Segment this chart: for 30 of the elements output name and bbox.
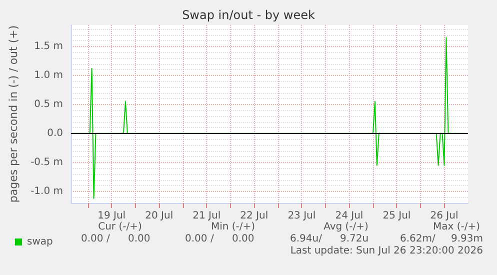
text: Max (-/+) [432, 222, 480, 232]
legend-label: swap [27, 236, 53, 248]
x-tick-label: 21 Jul [192, 210, 221, 222]
x-tick-label: 19 Jul [98, 210, 126, 222]
text: 0.00 [128, 234, 150, 244]
text: 0.00 [232, 234, 254, 244]
text: Cur (-/+) [98, 222, 142, 232]
text: Min (-/+) [210, 222, 256, 232]
text: Last update: Sun Jul 26 23:20:00 2026 [290, 246, 483, 256]
x-tick-label: 25 Jul [382, 210, 411, 222]
x-tick-label: 26 Jul [430, 210, 458, 222]
text: 6.94u/ [290, 234, 323, 244]
y-tick-label: -1.0 m [30, 186, 63, 197]
x-tick-label: 22 Jul [240, 210, 268, 222]
text: 9.72u [340, 234, 369, 244]
y-axis-title: pages per second in (-) / out (+) [7, 25, 20, 203]
x-tick-label: 23 Jul [288, 210, 316, 222]
text: 0.00 / [185, 234, 214, 244]
text: 0.00 / [81, 234, 110, 244]
y-tick-label: 0.0 [47, 128, 63, 139]
chart-title: Swap in/out - by week [182, 8, 315, 22]
y-tick-label: 1.5 m [34, 40, 63, 52]
y-tick-label: 0.5 m [34, 98, 63, 110]
x-tick-label: 20 Jul [145, 210, 174, 222]
y-tick-label: -0.5 m [30, 156, 63, 168]
text: 6.62m/ [400, 234, 436, 244]
y-tick-label: 1.0 m [34, 70, 63, 81]
x-tick-label: 24 Jul [335, 210, 364, 222]
text: 9.93m [450, 234, 483, 244]
text: Avg (-/+) [324, 222, 369, 232]
